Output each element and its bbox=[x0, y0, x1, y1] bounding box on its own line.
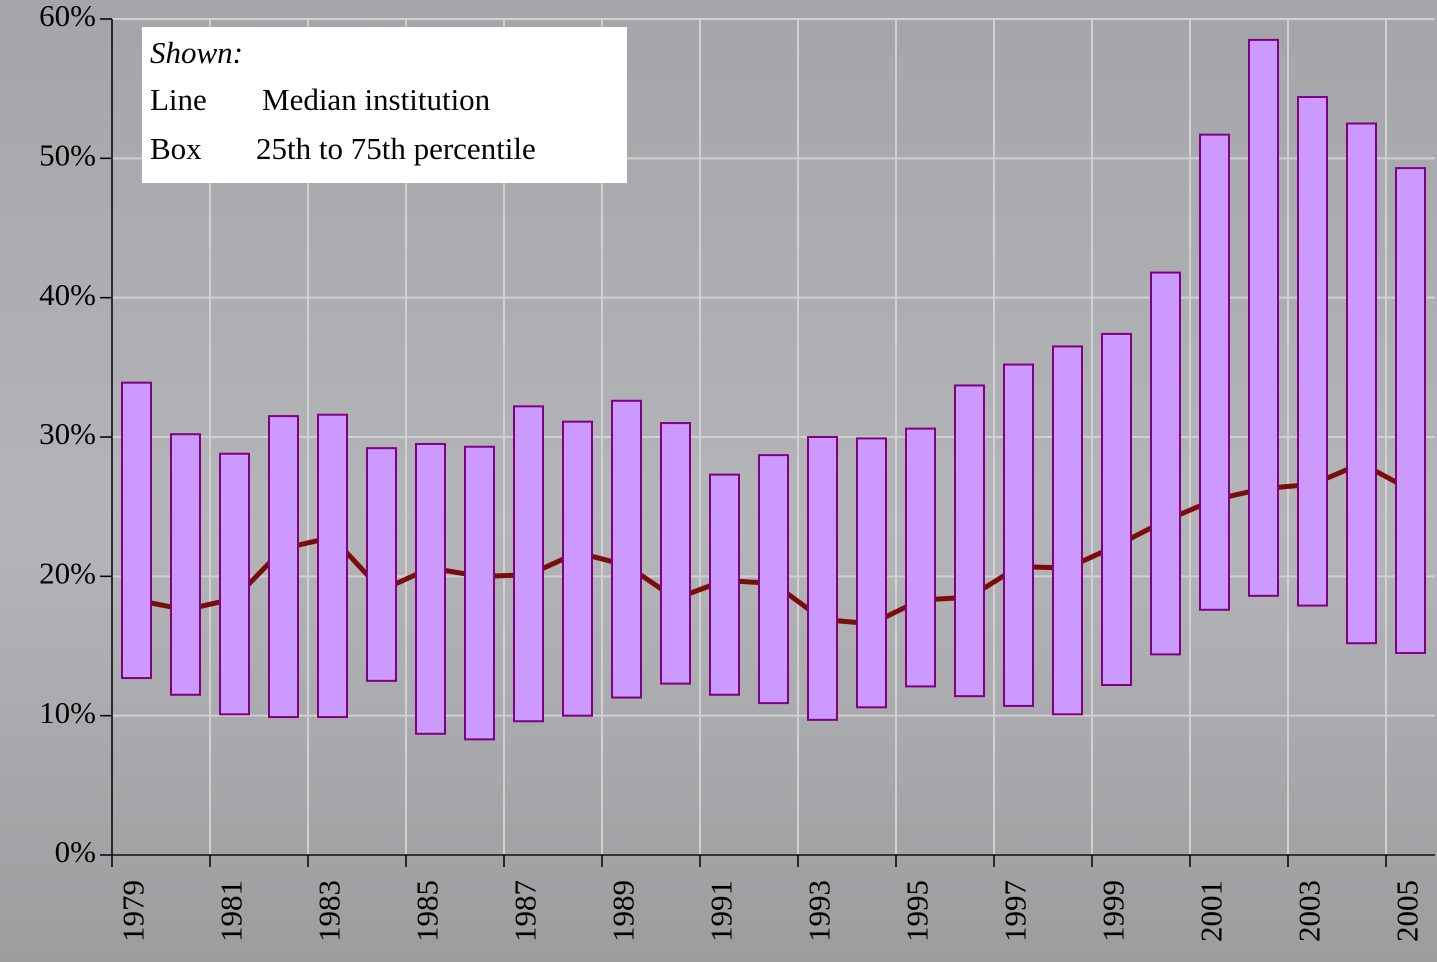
iqr-box bbox=[268, 415, 299, 719]
iqr-box bbox=[709, 473, 740, 696]
iqr-box bbox=[660, 422, 691, 685]
legend-text: 25th to 75th percentile bbox=[256, 131, 536, 166]
x-tick-label: 1985 bbox=[410, 880, 445, 942]
x-tick-label: 1981 bbox=[214, 880, 249, 942]
iqr-box bbox=[170, 433, 201, 696]
iqr-box bbox=[1297, 96, 1328, 607]
y-tick-label: 0% bbox=[55, 834, 96, 869]
iqr-box bbox=[513, 405, 544, 723]
x-tick-label: 1989 bbox=[606, 880, 641, 942]
y-tick-label: 40% bbox=[39, 277, 96, 312]
x-tick-label: 2005 bbox=[1390, 880, 1425, 942]
x-tick-label: 1983 bbox=[312, 880, 347, 942]
marks bbox=[121, 38, 1426, 741]
x-tick-label: 1995 bbox=[900, 880, 935, 942]
iqr-box bbox=[219, 452, 250, 716]
iqr-box bbox=[562, 420, 593, 717]
legend: Shown: Line Median institution Box 25th … bbox=[142, 27, 627, 183]
legend-key: Box bbox=[150, 131, 202, 166]
x-tick-label: 2001 bbox=[1194, 880, 1229, 942]
iqr-box bbox=[1346, 122, 1377, 645]
y-tick-label: 60% bbox=[39, 0, 96, 33]
legend-text: Median institution bbox=[262, 82, 491, 117]
iqr-box bbox=[1003, 363, 1034, 707]
iqr-box bbox=[317, 413, 348, 719]
iqr-box bbox=[758, 454, 789, 705]
x-tick-label: 1997 bbox=[998, 880, 1033, 942]
y-tick-label: 20% bbox=[39, 555, 96, 590]
x-tick-label: 1987 bbox=[508, 880, 543, 942]
iqr-box bbox=[807, 436, 838, 721]
iqr-box bbox=[415, 442, 446, 735]
iqr-box bbox=[905, 427, 936, 688]
iqr-box bbox=[464, 445, 495, 741]
legend-title: Shown: bbox=[150, 35, 243, 70]
y-tick-label: 50% bbox=[39, 137, 96, 172]
iqr-box bbox=[954, 384, 985, 698]
x-tick-label: 1999 bbox=[1096, 880, 1131, 942]
iqr-box bbox=[366, 447, 397, 682]
x-tick-label: 1991 bbox=[704, 880, 739, 942]
x-tick-label: 2003 bbox=[1292, 880, 1327, 942]
iqr-box bbox=[1101, 332, 1132, 687]
x-tick-label: 1993 bbox=[802, 880, 837, 942]
iqr-box bbox=[611, 399, 642, 699]
iqr-box bbox=[121, 381, 152, 680]
iqr-box bbox=[1052, 345, 1083, 716]
x-tick-label: 1979 bbox=[116, 880, 151, 942]
legend-key: Line bbox=[150, 82, 207, 117]
iqr-box bbox=[856, 437, 887, 709]
legend-box bbox=[142, 27, 627, 183]
iqr-box bbox=[1150, 271, 1181, 656]
iqr-box bbox=[1248, 38, 1279, 597]
axes: 0% 10% 20% 30% 40% 50% 60% 1979 1981 1983 1985 1987… bbox=[39, 0, 1435, 942]
y-tick-label: 30% bbox=[39, 416, 96, 451]
y-tick-label: 10% bbox=[39, 695, 96, 730]
iqr-box bbox=[1395, 167, 1426, 654]
iqr-box bbox=[1199, 133, 1230, 611]
